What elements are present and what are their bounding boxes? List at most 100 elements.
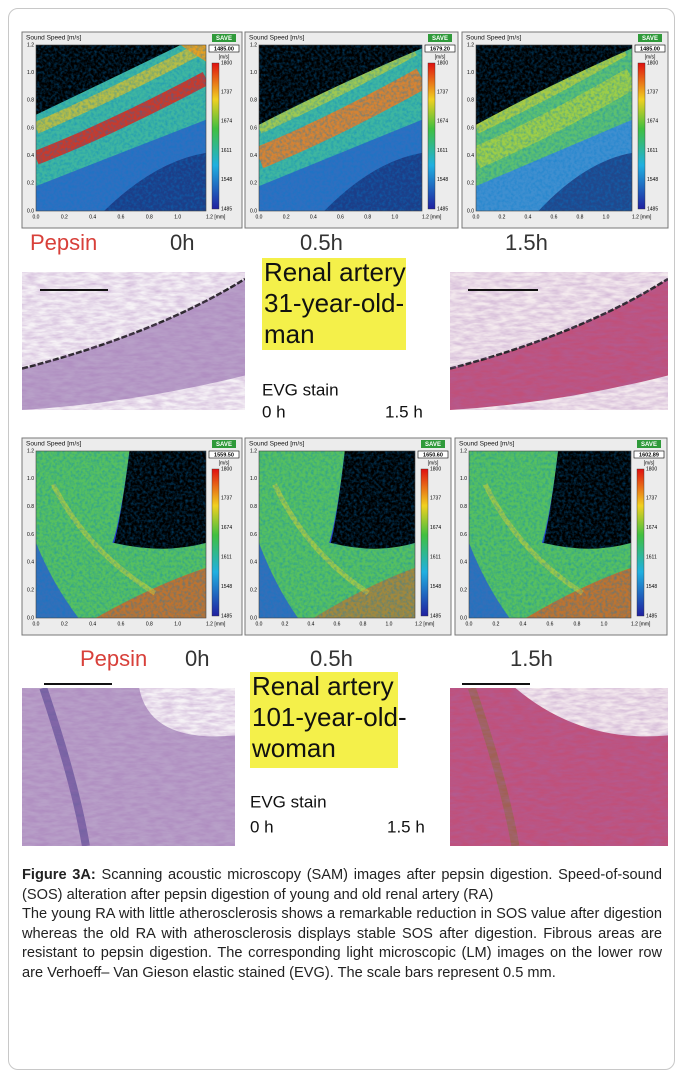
lm-time-label: 0 h — [262, 402, 286, 421]
y-axis-label: 0.0 — [250, 208, 257, 214]
y-axis-label: 0.6 — [250, 532, 257, 538]
unit-label: [m/s] — [219, 460, 230, 466]
lm-content — [22, 272, 245, 410]
y-axis-label: 1.0 — [27, 70, 34, 76]
y-axis-label: 0.6 — [467, 125, 474, 131]
y-axis-label: 0.0 — [27, 208, 34, 214]
speckle — [259, 45, 422, 211]
save-button — [637, 440, 661, 448]
readout: 1559.50 — [214, 452, 234, 458]
colorbar-label: 1800 — [646, 466, 657, 472]
speckle — [469, 451, 631, 618]
sample-label: man — [264, 319, 315, 349]
readout-box — [417, 450, 449, 459]
sample-label: Renal artery — [252, 671, 394, 701]
readout: 1679.20 — [430, 46, 450, 52]
readout-box — [208, 44, 240, 53]
sam-panel: Sound Speed [m/s] SAVE 1602.89 [m/s]1800 173… — [454, 437, 668, 636]
readout: 1485.00 — [214, 46, 234, 52]
x-axis-label: 0.6 — [118, 214, 125, 220]
speckle — [476, 45, 632, 211]
y-axis-label: 0.2 — [250, 181, 257, 187]
colorbar-label: 1548 — [430, 584, 441, 590]
readout-box — [634, 44, 666, 53]
y-axis-label: 1.2 — [250, 448, 257, 454]
x-axis-label: 1.0 — [603, 214, 610, 220]
y-axis-label: 0.4 — [27, 560, 34, 566]
colorbar-label: 1737 — [437, 90, 448, 96]
colorbar — [427, 62, 436, 210]
y-axis-label: 0.2 — [460, 587, 467, 593]
colorbar-label: 1611 — [430, 555, 441, 561]
caption-title: Figure 3A: Scanning acoustic microscopy … — [22, 866, 662, 905]
y-axis-label: 1.2 — [27, 42, 34, 48]
y-axis-label: 0.4 — [467, 153, 474, 159]
figure: Sound Speed [m/s] SAVE 1485.00 [m/s] 1800 173… — [21, 31, 669, 846]
colorbar-label: 1674 — [437, 119, 448, 125]
heatmap — [469, 451, 631, 618]
plot-border — [35, 450, 207, 619]
readout-box — [424, 44, 456, 53]
colorbar-label: 1611 — [221, 555, 232, 561]
lm-image — [450, 272, 668, 410]
lm-texture — [22, 272, 245, 410]
sample-highlight — [262, 258, 406, 350]
colorbar-label: 1737 — [430, 496, 441, 502]
x-axis-label: 0.8 — [577, 214, 584, 220]
y-axis-label: 0.8 — [27, 98, 34, 104]
unit-label: [m/s] — [428, 460, 439, 466]
time-label: 1.5h — [505, 230, 548, 255]
plot-border — [475, 44, 633, 212]
colorbar-label: 1548 — [647, 177, 658, 183]
x-axis-label: 0.0 — [473, 214, 480, 220]
colorbar-label: 1737 — [221, 496, 232, 502]
y-axis-label: 0.0 — [460, 615, 467, 621]
x-axis-label: 1.0 — [601, 621, 608, 627]
figure-frame — [8, 8, 675, 1070]
colorbar-label: 1485 — [221, 613, 232, 619]
heatmap — [36, 451, 206, 618]
x-axis-label: 1.0 — [386, 621, 393, 627]
speckle — [36, 45, 206, 211]
readout-box — [208, 450, 240, 459]
y-axis-label: 0.8 — [250, 504, 257, 510]
colorbar — [211, 62, 220, 210]
y-axis-label: 1.2 — [250, 42, 257, 48]
y-axis-label: 0.2 — [27, 587, 34, 593]
colorbar-label: 1548 — [221, 584, 232, 590]
x-axis-label: 0.4 — [525, 214, 532, 220]
colorbar-label: 1485 — [646, 613, 657, 619]
lm-content — [450, 688, 668, 846]
x-axis-label: 0.2 — [61, 214, 68, 220]
x-axis-label: 0.2 — [283, 214, 290, 220]
lm-content — [22, 688, 235, 846]
caption: Figure 3A: Scanning acoustic microscopy … — [22, 866, 662, 984]
time-label: 0h — [170, 230, 194, 255]
sample-label: 101-year-old- — [252, 702, 407, 732]
lm-texture — [450, 688, 668, 846]
x-axis-label: 0.4 — [89, 214, 96, 220]
sam-panel: Sound Speed [m/s] SAVE 1485.00 [m/s]1800 173… — [21, 31, 243, 229]
panel-title: Sound Speed [m/s] — [249, 441, 304, 448]
x-axis-label: 0.4 — [310, 214, 317, 220]
panel-title: Sound Speed [m/s] — [26, 441, 81, 448]
y-axis-label: 1.0 — [27, 476, 34, 482]
pepsin-label: Pepsin — [80, 646, 147, 671]
colorbar — [211, 468, 220, 617]
y-axis-label: 0.6 — [460, 532, 467, 538]
x-axis-label: 0.8 — [146, 214, 153, 220]
colorbar-label: 1674 — [221, 525, 232, 531]
sam-panel: Sound Speed [m/s] SAVE 1679.20 [m/s]1800 173… — [244, 31, 459, 229]
y-axis-label: 1.2 — [460, 448, 467, 454]
y-axis-label: 0.8 — [27, 504, 34, 510]
colorbar-label: 1611 — [221, 148, 232, 154]
save-button — [638, 34, 662, 42]
speckle — [259, 451, 415, 618]
plot-border — [468, 450, 632, 619]
save-label: SAVE — [216, 36, 232, 42]
y-axis-label: 0.4 — [250, 560, 257, 566]
y-axis-label: 0.0 — [250, 615, 257, 621]
